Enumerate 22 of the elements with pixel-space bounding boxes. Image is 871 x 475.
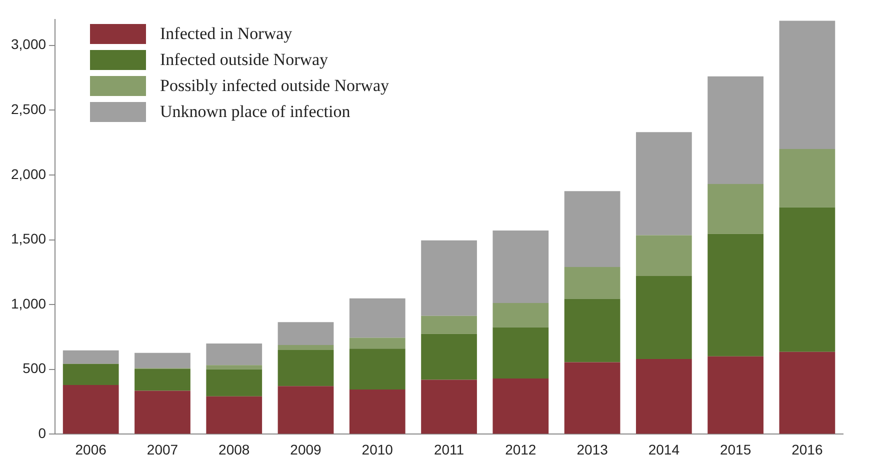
- y-tick-label: 1,000: [10, 295, 46, 312]
- y-tick-label: 0: [38, 425, 46, 442]
- y-tick-label: 500: [22, 360, 46, 376]
- legend-label: Unknown place of infection: [160, 102, 350, 122]
- x-tick-label: 2006: [75, 441, 107, 458]
- legend-label: Infected outside Norway: [160, 50, 328, 70]
- x-tick-label: 2014: [648, 441, 680, 458]
- y-tick-label: 1,500: [10, 230, 46, 247]
- x-tick-label: 2016: [792, 441, 823, 458]
- legend-label: Infected in Norway: [160, 24, 292, 44]
- x-tick-label: 2015: [720, 441, 752, 458]
- legend-label: Possibly infected outside Norway: [160, 76, 389, 96]
- x-tick-label: 2008: [218, 441, 250, 458]
- x-tick-label: 2010: [362, 441, 394, 458]
- y-tick-label: 2,500: [10, 100, 46, 117]
- x-tick-label: 2007: [146, 441, 178, 458]
- x-tick-label: 2009: [290, 441, 322, 458]
- y-tick-label: 3,000: [10, 36, 46, 52]
- x-tick-label: 2013: [576, 441, 608, 458]
- x-tick-label: 2011: [434, 441, 464, 458]
- x-tick-label: 2012: [505, 441, 536, 458]
- y-tick-label: 2,000: [10, 166, 46, 182]
